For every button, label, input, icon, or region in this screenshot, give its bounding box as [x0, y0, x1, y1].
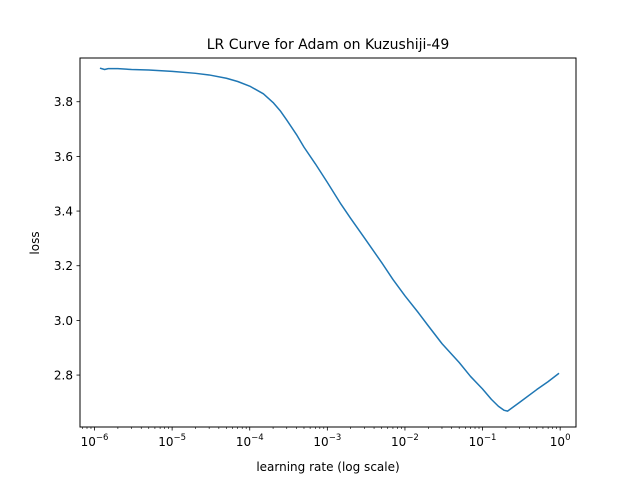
y-axis-label: loss [28, 231, 42, 254]
x-axis-label: learning rate (log scale) [256, 460, 399, 474]
plot-area [99, 67, 560, 412]
x-tick-label: 10−1 [469, 433, 497, 449]
axes-frame [79, 57, 577, 428]
x-tick-label: 10−2 [391, 433, 419, 449]
y-tick-label: 2.8 [54, 369, 73, 383]
chart-title: LR Curve for Adam on Kuzushiji-49 [207, 37, 449, 53]
series-line-0 [99, 67, 560, 412]
y-axis: 2.8 3.0 3.2 3.4 3.6 3.8 [54, 95, 80, 383]
y-tick-label: 3.2 [54, 259, 73, 273]
x-tick-label: 10−5 [158, 433, 186, 449]
x-tick-label: 100 [550, 433, 571, 449]
y-tick-label: 3.8 [54, 95, 73, 109]
y-tick-label: 3.6 [54, 150, 73, 164]
x-tick-label: 10−4 [236, 433, 264, 449]
y-tick-label: 3.4 [54, 205, 73, 219]
x-axis: 10−6 10−5 10−4 10−3 10−2 10−1 100 [81, 427, 571, 449]
x-tick-label: 10−6 [81, 433, 109, 449]
y-tick-label: 3.0 [54, 314, 73, 328]
x-tick-label: 10−3 [313, 433, 341, 449]
